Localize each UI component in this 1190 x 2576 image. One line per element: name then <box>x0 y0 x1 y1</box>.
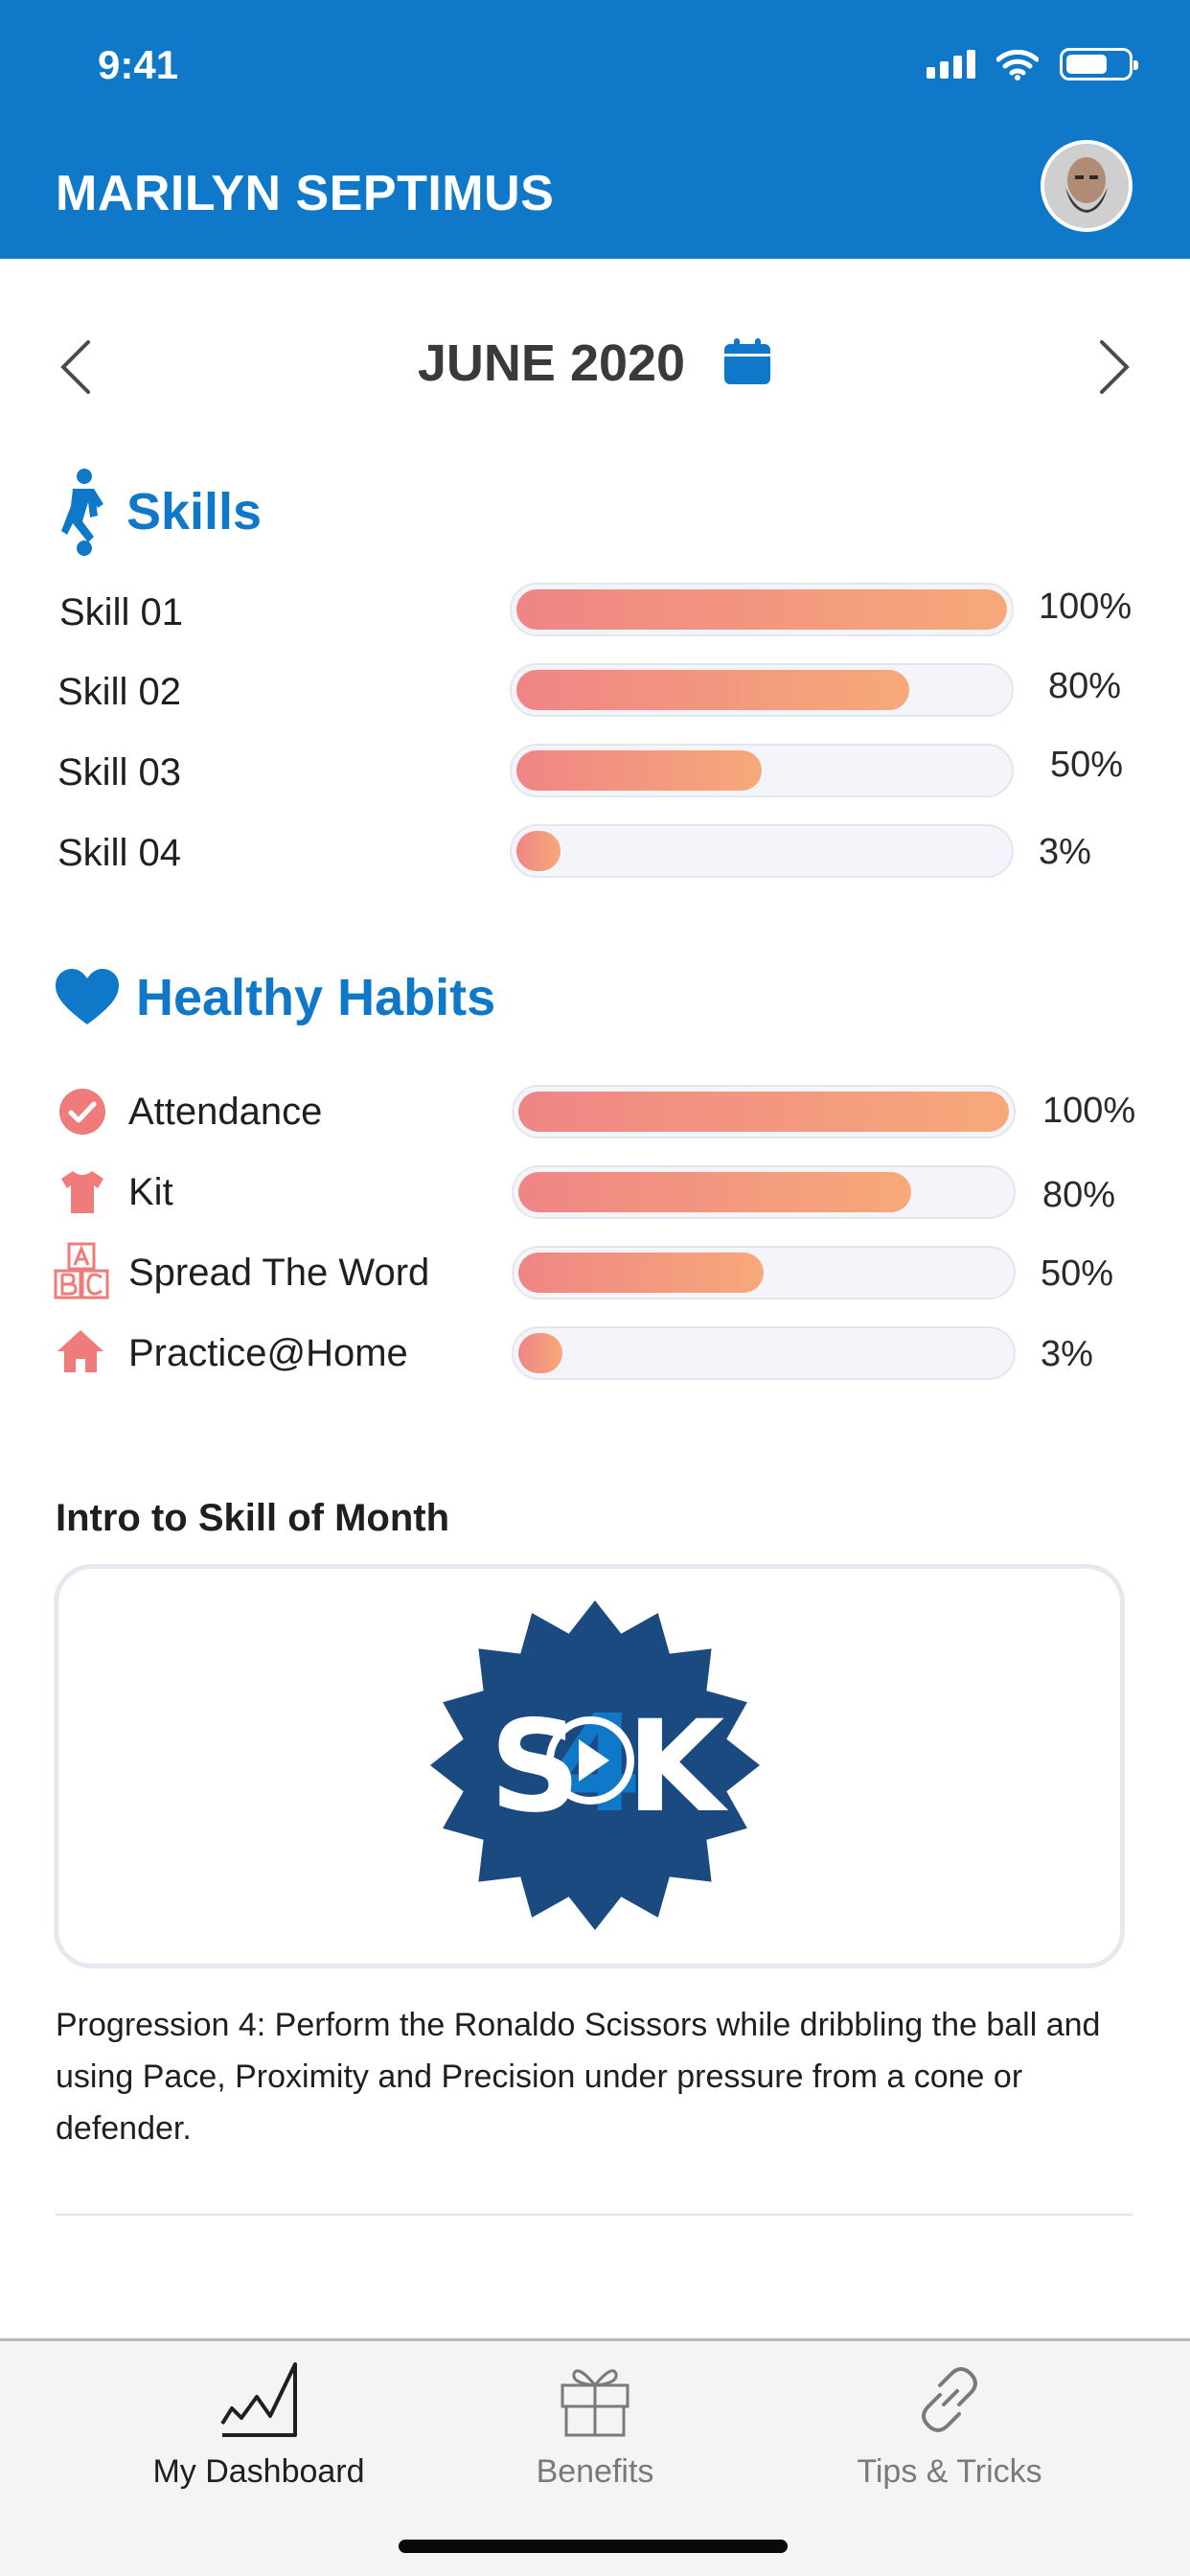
chart-icon <box>220 2362 297 2437</box>
home-icon <box>57 1330 103 1372</box>
play-icon[interactable] <box>546 1716 634 1805</box>
user-avatar-icon <box>1044 144 1129 228</box>
previous-month-button[interactable] <box>44 334 105 401</box>
heart-icon <box>56 969 119 1024</box>
month-title: JUNE 2020 <box>0 334 1190 393</box>
habits-title: Healthy Habits <box>136 969 496 1026</box>
skill-percent: 80% <box>1048 666 1122 706</box>
habit-progress-bar <box>512 1326 1016 1380</box>
tab-bar: My Dashboard Benefits Tips & Tricks <box>0 2338 1190 2576</box>
habit-progress-bar <box>512 1085 1016 1138</box>
battery-icon <box>1060 48 1138 80</box>
skill-video-card[interactable]: 4 S K <box>54 1564 1125 1968</box>
skill-progress-fill <box>516 589 1007 630</box>
check-circle-icon <box>59 1089 105 1135</box>
status-icons <box>927 48 1138 80</box>
skill-percent: 50% <box>1050 745 1124 785</box>
skill-progress-bar <box>510 744 1014 797</box>
skill-progress-bar <box>510 824 1014 878</box>
habit-progress-fill <box>518 1333 563 1373</box>
habit-percent: 80% <box>1042 1175 1116 1215</box>
habit-percent: 100% <box>1042 1091 1136 1131</box>
skill-of-month-title: Intro to Skill of Month <box>56 1497 450 1539</box>
tab-my-dashboard[interactable]: My Dashboard <box>86 2360 431 2491</box>
home-indicator <box>399 2540 788 2553</box>
skill-progress-bar <box>510 583 1014 636</box>
habit-label: Practice@Home <box>128 1332 408 1374</box>
logo-letter-s: S <box>490 1693 581 1841</box>
skill-percent: 3% <box>1039 832 1091 872</box>
status-time: 9:41 <box>98 42 179 87</box>
logo-letter-k: K <box>627 1693 729 1841</box>
habits-section-title: Healthy Habits <box>56 968 495 1027</box>
skill-percent: 100% <box>1039 586 1133 627</box>
link-icon <box>922 2367 977 2432</box>
habit-progress-bar <box>512 1165 1016 1219</box>
month-selector: JUNE 2020 <box>0 316 1190 416</box>
habit-percent: 3% <box>1041 1334 1093 1374</box>
habit-progress-fill <box>518 1253 764 1293</box>
avatar[interactable] <box>1041 140 1133 232</box>
tab-label: My Dashboard <box>152 2453 365 2490</box>
wifi-icon <box>996 49 1039 80</box>
habit-label: Spread The Word <box>128 1252 430 1294</box>
tab-label: Tips & Tricks <box>857 2453 1042 2490</box>
skill-progress-fill <box>516 831 561 871</box>
habit-label: Attendance <box>128 1091 323 1133</box>
skill-progress-fill <box>516 750 762 791</box>
habit-progress-fill <box>518 1092 1009 1132</box>
skill-progress-fill <box>516 670 909 710</box>
skill-label: Skill 03 <box>57 751 181 794</box>
skill-label: Skill 04 <box>57 832 181 874</box>
habit-progress-fill <box>518 1172 911 1212</box>
habit-progress-bar <box>512 1246 1016 1300</box>
divider <box>56 2214 1133 2216</box>
skill-label: Skill 02 <box>57 671 181 713</box>
habit-percent: 50% <box>1041 1254 1114 1294</box>
app-header: 9:41 MARILYN SEPTIMUS <box>0 0 1190 259</box>
skills-title: Skills <box>126 483 263 540</box>
gift-icon <box>561 2369 629 2437</box>
soccer-player-icon <box>61 469 103 556</box>
user-name: MARILYN SEPTIMUS <box>56 166 555 221</box>
skill-progress-bar <box>510 663 1014 717</box>
month-label: JUNE 2020 <box>417 334 686 392</box>
abc-blocks-icon <box>54 1242 109 1300</box>
signal-icon <box>927 50 975 79</box>
habit-label: Kit <box>128 1171 173 1213</box>
skills-section-title: Skills <box>56 468 262 556</box>
s4k-badge-logo: 4 S K <box>430 1600 760 1930</box>
skill-label: Skill 01 <box>59 591 183 633</box>
tab-tips-and-tricks[interactable]: Tips & Tricks <box>777 2360 1122 2491</box>
chevron-right-icon <box>1100 340 1130 394</box>
next-month-button[interactable] <box>1085 334 1146 401</box>
tab-benefits[interactable]: Benefits <box>423 2360 767 2491</box>
skill-description: Progression 4: Perform the Ronaldo Sciss… <box>56 2007 1101 2147</box>
chevron-left-icon <box>60 340 90 394</box>
shirt-icon <box>61 1171 103 1213</box>
calendar-icon[interactable] <box>722 338 772 386</box>
tab-label: Benefits <box>536 2453 654 2490</box>
